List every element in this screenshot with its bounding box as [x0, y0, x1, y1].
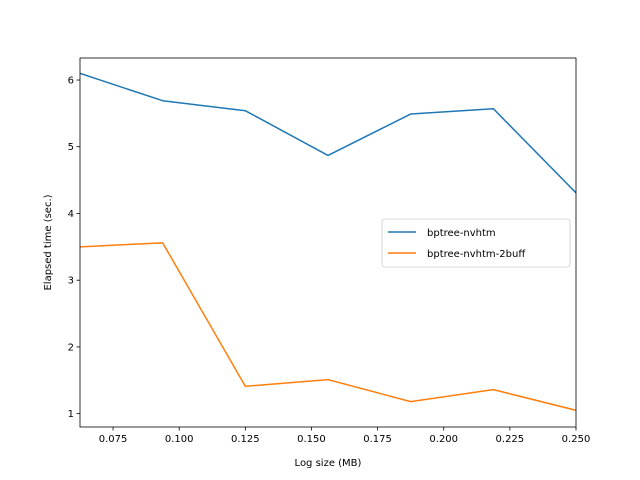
- x-tick-label: 0.075: [99, 434, 128, 445]
- legend: bptree-nvhtm bptree-nvhtm-2buff: [381, 218, 571, 268]
- x-tick-label: 0.200: [429, 434, 458, 445]
- legend-label-2: bptree-nvhtm-2buff: [427, 249, 526, 260]
- series-line-2: [80, 242, 576, 412]
- series-layer: [80, 72, 576, 412]
- y-tick-label: 4: [68, 209, 74, 220]
- x-axis-ticks: 0.075 0.100 0.125 0.150 0.175 0.200 0.225 0.250: [99, 427, 591, 445]
- x-tick-label: 0.250: [562, 434, 591, 445]
- x-tick-label: 0.100: [165, 434, 194, 445]
- legend-box: [381, 218, 571, 268]
- y-tick-label: 3: [68, 276, 74, 287]
- y-tick-label: 1: [68, 409, 74, 420]
- plot-frame: [79, 57, 577, 428]
- legend-label-1: bptree-nvhtm: [427, 228, 496, 239]
- x-tick-label: 0.175: [363, 434, 392, 445]
- x-axis-label: Log size (MB): [295, 458, 362, 469]
- y-tick-label: 2: [68, 342, 74, 353]
- x-tick-label: 0.225: [496, 434, 525, 445]
- y-tick-label: 5: [68, 142, 74, 153]
- y-axis-label: Elapsed time (sec.): [43, 194, 54, 290]
- series-line-1: [80, 72, 576, 194]
- y-axis-ticks: 1 2 3 4 5 6: [68, 76, 80, 420]
- x-tick-label: 0.125: [231, 434, 260, 445]
- x-tick-label: 0.150: [297, 434, 326, 445]
- y-tick-label: 6: [68, 76, 74, 87]
